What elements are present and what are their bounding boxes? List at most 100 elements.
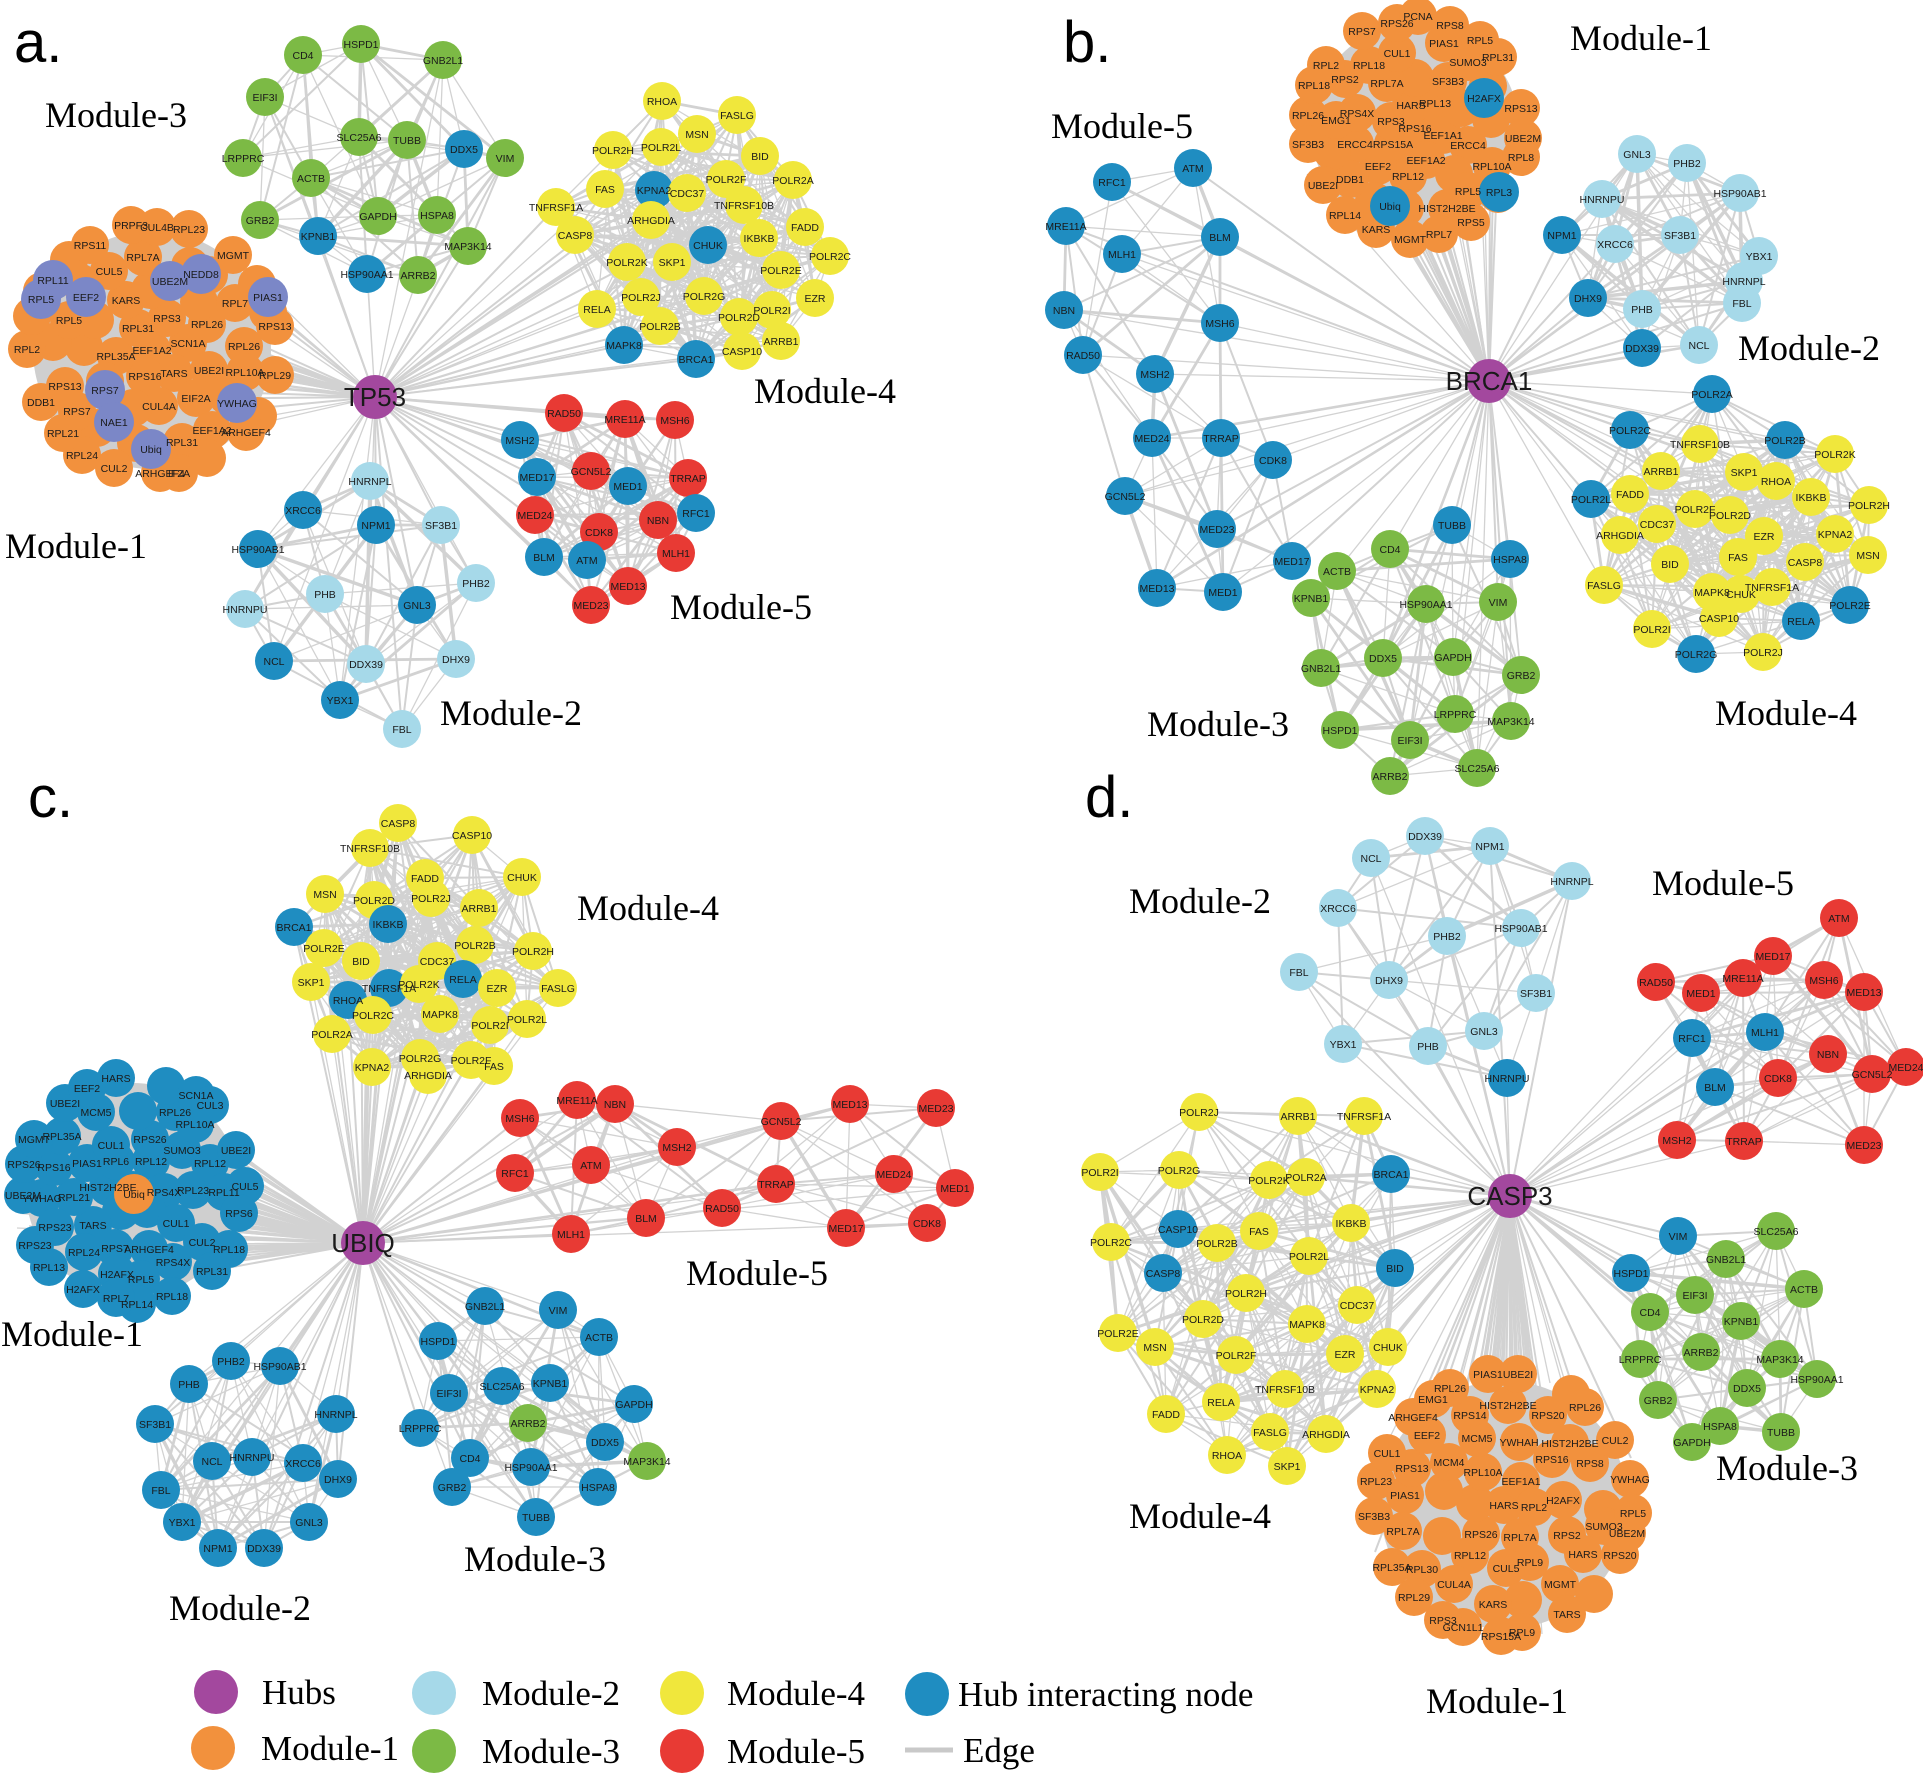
svg-text:POLR2L: POLR2L (1571, 494, 1611, 506)
svg-text:CUL3: CUL3 (197, 1100, 224, 1112)
svg-text:ARHGEF4: ARHGEF4 (135, 468, 185, 480)
svg-text:POLR2J: POLR2J (1743, 647, 1783, 659)
svg-text:VIM: VIM (1489, 597, 1508, 609)
svg-text:ARHGDIA: ARHGDIA (627, 215, 675, 227)
svg-text:FASLG: FASLG (541, 983, 575, 995)
svg-text:RPS6: RPS6 (225, 1208, 253, 1220)
svg-text:PIAS1: PIAS1 (1473, 1369, 1503, 1381)
svg-text:POLR2H: POLR2H (1848, 500, 1890, 512)
svg-text:Module-2: Module-2 (482, 1674, 620, 1713)
svg-text:ARRB2: ARRB2 (1372, 771, 1407, 783)
svg-text:MAPK8: MAPK8 (1694, 587, 1730, 599)
svg-text:HNRNPU: HNRNPU (1580, 194, 1625, 206)
svg-text:ARRB1: ARRB1 (1280, 1111, 1315, 1123)
svg-text:CDC37: CDC37 (420, 956, 455, 968)
svg-text:GRB2: GRB2 (1507, 670, 1536, 682)
svg-text:PCNA: PCNA (1403, 11, 1432, 23)
svg-text:RPL23: RPL23 (1360, 1476, 1392, 1488)
svg-text:DDX39: DDX39 (1408, 831, 1442, 843)
svg-text:MED24: MED24 (876, 1169, 911, 1181)
svg-text:ARRB2: ARRB2 (510, 1418, 545, 1430)
svg-text:RPL29: RPL29 (1398, 1592, 1430, 1604)
svg-text:RPL26: RPL26 (191, 319, 223, 331)
svg-text:EZR: EZR (1754, 531, 1775, 543)
svg-text:GNB2L1: GNB2L1 (423, 55, 463, 67)
svg-text:DDX5: DDX5 (450, 144, 478, 156)
svg-text:KPNB1: KPNB1 (1294, 593, 1329, 605)
svg-text:FBL: FBL (1732, 298, 1751, 310)
svg-text:NPM1: NPM1 (361, 520, 390, 532)
svg-text:RPS2: RPS2 (1331, 74, 1359, 86)
svg-text:POLR2D: POLR2D (1709, 510, 1751, 522)
svg-text:BLM: BLM (1209, 232, 1231, 244)
svg-text:CDC37: CDC37 (670, 188, 705, 200)
svg-text:POLR2A: POLR2A (772, 175, 813, 187)
svg-text:KPNA2: KPNA2 (1818, 529, 1853, 541)
svg-text:POLR2L: POLR2L (507, 1014, 547, 1026)
svg-text:RPL14: RPL14 (1329, 210, 1361, 222)
svg-text:KPNA2: KPNA2 (637, 185, 672, 197)
svg-text:RPS4X: RPS4X (1340, 108, 1374, 120)
svg-text:PHB2: PHB2 (1673, 158, 1701, 170)
svg-text:HSPA8: HSPA8 (581, 1482, 615, 1494)
svg-text:HARS: HARS (1396, 100, 1425, 112)
svg-text:MAP3K14: MAP3K14 (1487, 716, 1534, 728)
svg-text:RPL26: RPL26 (1292, 110, 1324, 122)
svg-text:EEF1A2: EEF1A2 (192, 425, 231, 437)
svg-text:SF3B3: SF3B3 (1432, 76, 1464, 88)
svg-text:PHB: PHB (314, 589, 336, 601)
svg-text:Module-2: Module-2 (440, 693, 582, 733)
svg-text:CDC37: CDC37 (1340, 1300, 1375, 1312)
svg-text:POLR2J: POLR2J (1179, 1107, 1219, 1119)
svg-text:RPL5: RPL5 (1620, 1508, 1646, 1520)
svg-text:NCL: NCL (201, 1456, 222, 1468)
svg-text:YWHAG: YWHAG (217, 398, 257, 410)
svg-text:EZR: EZR (805, 293, 826, 305)
svg-text:RFC1: RFC1 (1098, 177, 1126, 189)
svg-text:UBE2M: UBE2M (1505, 133, 1541, 145)
svg-text:RPL26: RPL26 (1434, 1383, 1466, 1395)
svg-text:NCL: NCL (263, 656, 284, 668)
svg-text:RPL18: RPL18 (213, 1244, 245, 1256)
svg-text:POLR2E: POLR2E (1829, 600, 1870, 612)
svg-text:CD4: CD4 (459, 1453, 480, 1465)
svg-text:POLR2D: POLR2D (718, 312, 760, 324)
svg-text:MAPK8: MAPK8 (422, 1009, 458, 1021)
svg-text:MRE11A: MRE11A (1045, 221, 1086, 233)
svg-text:RPS3: RPS3 (1429, 1615, 1457, 1627)
svg-text:POLR2J: POLR2J (411, 893, 451, 905)
svg-text:DDX39: DDX39 (349, 659, 383, 671)
svg-text:RPL23: RPL23 (177, 1185, 209, 1197)
svg-text:BID: BID (751, 151, 769, 163)
svg-text:KPNA2: KPNA2 (1360, 1384, 1395, 1396)
svg-text:MAPK8: MAPK8 (1289, 1319, 1325, 1331)
svg-text:RPS2: RPS2 (1553, 1530, 1581, 1542)
svg-text:FADD: FADD (791, 222, 819, 234)
svg-text:RPS4X: RPS4X (156, 1257, 190, 1269)
svg-text:RPL26: RPL26 (228, 341, 260, 353)
svg-text:Module-4: Module-4 (1715, 693, 1857, 733)
svg-text:ACTB: ACTB (1323, 566, 1351, 578)
svg-text:MED23: MED23 (573, 600, 608, 612)
svg-text:Ubiq: Ubiq (123, 1189, 145, 1201)
svg-text:RPL26: RPL26 (1569, 1402, 1601, 1414)
svg-text:DHX9: DHX9 (1375, 975, 1403, 987)
svg-text:CUL5: CUL5 (96, 266, 123, 278)
svg-text:CUL4B: CUL4B (140, 222, 174, 234)
svg-text:POLR2H: POLR2H (512, 946, 554, 958)
svg-text:POLR2I: POLR2I (1633, 624, 1670, 636)
svg-text:BID: BID (1661, 559, 1679, 571)
svg-text:PIAS1: PIAS1 (253, 292, 283, 304)
svg-text:PHB: PHB (1631, 304, 1653, 316)
svg-text:MRE11A: MRE11A (1722, 973, 1763, 985)
svg-text:ARRB2: ARRB2 (1683, 1347, 1718, 1359)
svg-text:ARRB2: ARRB2 (400, 270, 435, 282)
svg-text:d.: d. (1085, 765, 1133, 830)
svg-text:DDX39: DDX39 (247, 1543, 281, 1555)
svg-text:EEF1A2: EEF1A2 (132, 345, 171, 357)
svg-text:RPS23: RPS23 (18, 1240, 51, 1252)
svg-text:GNL3: GNL3 (403, 600, 431, 612)
svg-text:CASP10: CASP10 (722, 346, 762, 358)
svg-text:RPL30: RPL30 (1406, 1564, 1438, 1576)
svg-text:RPS20: RPS20 (1531, 1410, 1564, 1422)
